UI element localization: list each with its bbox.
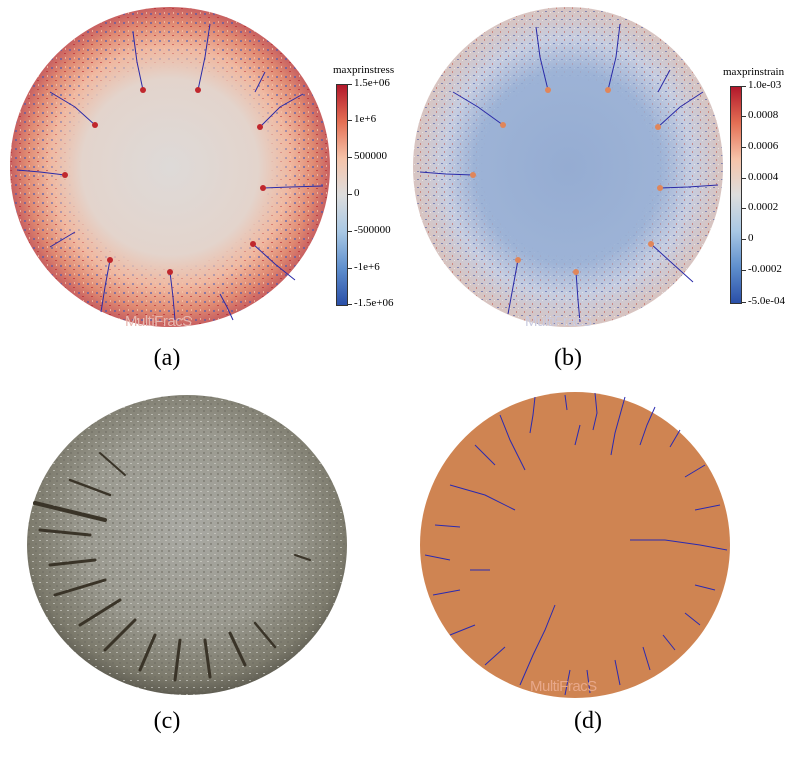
stress-disc <box>10 7 330 327</box>
crack-pattern-disc <box>420 392 730 698</box>
watermark: MultiFracS <box>530 678 597 695</box>
caption-c: (c) <box>153 708 181 734</box>
tick-label: 0.0008 <box>748 109 779 121</box>
caption-d: (d) <box>574 708 602 734</box>
colorbar-title: maxprinstress <box>333 64 395 76</box>
tick-label: 1.0e-03 <box>748 79 782 91</box>
colorbar <box>730 86 742 304</box>
tick-label: 0.0006 <box>748 140 779 152</box>
tick-label: -500000 <box>354 224 391 236</box>
tick-label: 0 <box>748 232 754 244</box>
tick-label: -1.5e+06 <box>354 297 394 309</box>
tick-label: 1.5e+06 <box>354 77 390 89</box>
colorbar-title: maxprinstrain <box>723 66 785 78</box>
strain-disc <box>413 7 723 327</box>
tick-label: 1e+6 <box>354 113 377 125</box>
colorbar <box>336 84 348 306</box>
tick-label: -1e+6 <box>354 261 380 273</box>
caption-a: (a) <box>153 345 181 371</box>
panel-d: MultiFracS (d) <box>400 385 801 760</box>
watermark: MultiFracS <box>125 313 192 330</box>
panel-c: (c) <box>0 385 400 760</box>
experiment-photo <box>27 395 347 695</box>
tick-label: 0 <box>354 187 360 199</box>
tick-label: 0.0004 <box>748 171 779 183</box>
tick-label: 500000 <box>354 150 387 162</box>
tick-label: -5.0e-04 <box>748 295 785 307</box>
watermark: MultiFracS <box>525 313 592 330</box>
panel-a: MultiFracS maxprinstress 1.5e+06 1e+6 50… <box>0 0 400 385</box>
caption-b: (b) <box>554 345 582 371</box>
tick-label: 0.0002 <box>748 201 779 213</box>
panel-b: MultiFracS maxprinstrain 1.0e-03 0.0008 … <box>400 0 801 385</box>
tick-label: -0.0002 <box>748 263 782 275</box>
